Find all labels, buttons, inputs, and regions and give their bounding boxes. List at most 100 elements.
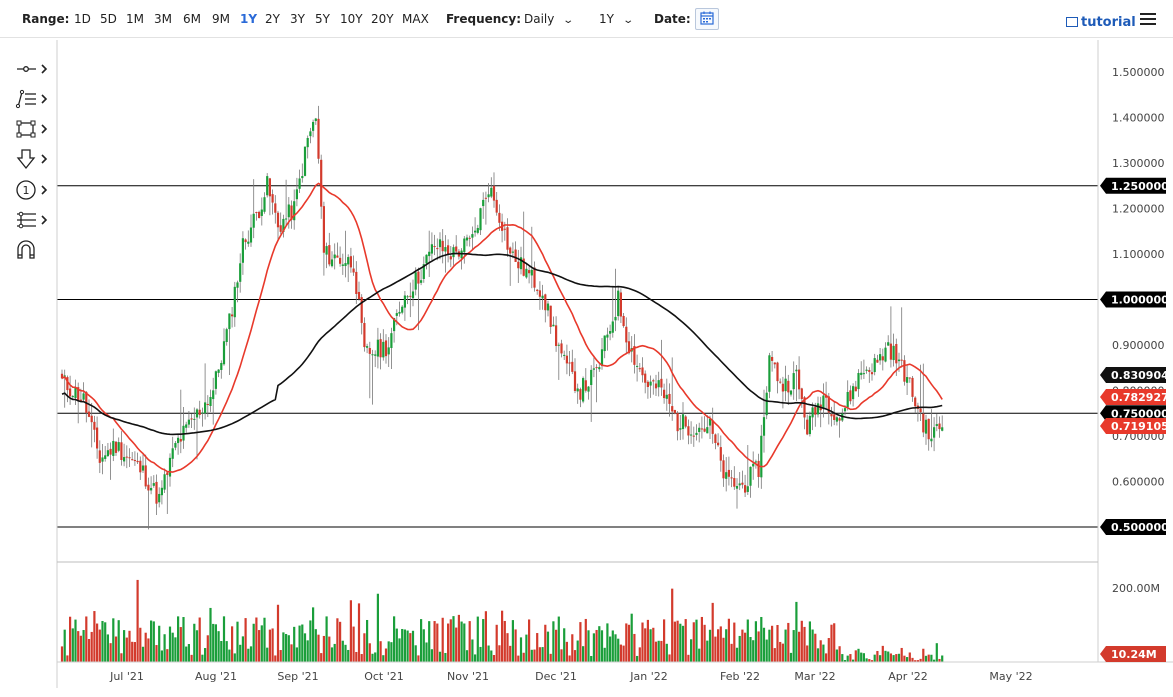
range-10y-button[interactable]: 10Y xyxy=(340,12,363,26)
frequency-dropdown[interactable]: Daily ⌄ xyxy=(524,12,575,26)
level-tag-label: 0.500000 xyxy=(1111,521,1169,534)
candle-body xyxy=(71,396,74,398)
volume-bar xyxy=(376,593,379,662)
range-5y-button[interactable]: 5Y xyxy=(315,12,330,26)
range-1y-button[interactable]: 1Y xyxy=(240,12,258,26)
candle-body xyxy=(112,440,115,456)
range-20y-button[interactable]: 20Y xyxy=(371,12,394,26)
candle-body xyxy=(579,389,582,400)
candle-body xyxy=(614,316,617,321)
candle-body xyxy=(198,409,201,415)
candle-body xyxy=(355,271,358,294)
volume-bar xyxy=(841,654,844,662)
candle-body xyxy=(900,359,903,361)
hamburger-menu-icon[interactable] xyxy=(1140,13,1156,27)
candle-body xyxy=(428,251,431,257)
volume-bar xyxy=(457,614,460,662)
candle-body xyxy=(487,194,490,198)
range-2y-button[interactable]: 2Y xyxy=(265,12,280,26)
candle-body xyxy=(301,176,304,179)
volume-bar xyxy=(266,647,269,662)
candle-body xyxy=(679,428,682,430)
volume-bar xyxy=(854,650,857,662)
moving-averages-layer xyxy=(61,182,943,473)
volume-bar xyxy=(239,644,242,662)
volume-bar xyxy=(903,655,906,662)
ma-short-value-tag-bg xyxy=(1100,389,1166,405)
candle-body xyxy=(757,460,760,477)
volume-bar xyxy=(204,648,207,662)
range-3m-button[interactable]: 3M xyxy=(154,12,172,26)
candle-body xyxy=(673,410,676,414)
candle-body xyxy=(131,459,134,461)
volume-bar xyxy=(228,649,231,662)
candle-body xyxy=(733,478,736,487)
candle-body xyxy=(560,343,563,354)
volume-bar xyxy=(517,655,520,662)
candle-body xyxy=(98,450,101,463)
candle-body xyxy=(654,383,658,389)
range-9m-button[interactable]: 9M xyxy=(212,12,230,26)
volume-bar xyxy=(654,641,658,662)
candle-body xyxy=(490,187,493,197)
tutorial-link[interactable]: tutorial xyxy=(1066,15,1136,30)
candle-body xyxy=(533,267,536,288)
candle-body xyxy=(552,324,555,327)
shapes-tool[interactable] xyxy=(14,117,52,141)
volume-bar xyxy=(109,643,112,662)
volume-bar xyxy=(668,654,671,662)
candle-body xyxy=(652,380,655,382)
range-6m-button[interactable]: 6M xyxy=(183,12,201,26)
magnet-tool[interactable] xyxy=(14,238,52,262)
candle-body xyxy=(160,487,163,496)
level-tag-label: 1.000000 xyxy=(1111,294,1169,307)
volume-bar xyxy=(465,650,469,662)
candle-body xyxy=(106,450,109,457)
candle-body xyxy=(328,245,331,265)
volume-bar xyxy=(217,631,220,662)
volume-bar xyxy=(187,644,190,662)
volume-bar xyxy=(627,624,631,662)
candle-body xyxy=(598,367,601,370)
crosshair-tool[interactable] xyxy=(14,57,52,81)
range-3y-button[interactable]: 3Y xyxy=(290,12,305,26)
volume-bar xyxy=(60,646,64,662)
candle-body xyxy=(889,343,892,360)
range-1d-button[interactable]: 1D xyxy=(74,12,91,26)
date-picker-button[interactable] xyxy=(695,8,719,30)
volume-bar xyxy=(74,619,77,662)
volume-bar xyxy=(414,645,417,662)
candle-body xyxy=(114,441,118,453)
candle-body xyxy=(914,397,917,407)
volume-bar xyxy=(749,636,752,662)
candle-body xyxy=(339,257,342,264)
candle-body xyxy=(595,367,598,369)
volume-bar xyxy=(114,636,118,662)
range-1m-button[interactable]: 1M xyxy=(126,12,144,26)
volume-bar xyxy=(263,617,266,662)
candle-body xyxy=(179,438,182,442)
candle-body xyxy=(390,333,393,349)
candle-body xyxy=(125,456,128,458)
candle-body xyxy=(760,435,763,478)
candle-body xyxy=(663,389,666,399)
candle-body xyxy=(657,380,660,388)
fibonacci-tool[interactable] xyxy=(14,208,52,232)
candle-body xyxy=(633,346,636,365)
range-5d-button[interactable]: 5D xyxy=(100,12,117,26)
volume-bar xyxy=(322,635,325,662)
candle-body xyxy=(417,271,420,284)
range-max-button[interactable]: MAX xyxy=(402,12,429,26)
period-dropdown[interactable]: 1Y ⌄ xyxy=(599,12,634,26)
candle-body xyxy=(587,386,590,392)
candle-body xyxy=(808,415,811,435)
annotation-tool[interactable]: 1 xyxy=(14,178,52,202)
volume-bar xyxy=(833,623,836,662)
volume-bar xyxy=(420,619,423,662)
chevron-down-icon: ⌄ xyxy=(562,15,575,26)
trend-lines-tool[interactable] xyxy=(14,87,52,111)
candle-body xyxy=(336,255,339,258)
arrow-marker-tool[interactable] xyxy=(14,147,52,171)
chart-toolbar: Range: 1D 5D 1M 3M 6M 9M 1Y 2Y 3Y 5Y 10Y… xyxy=(0,0,1173,38)
volume-bar xyxy=(474,654,477,662)
